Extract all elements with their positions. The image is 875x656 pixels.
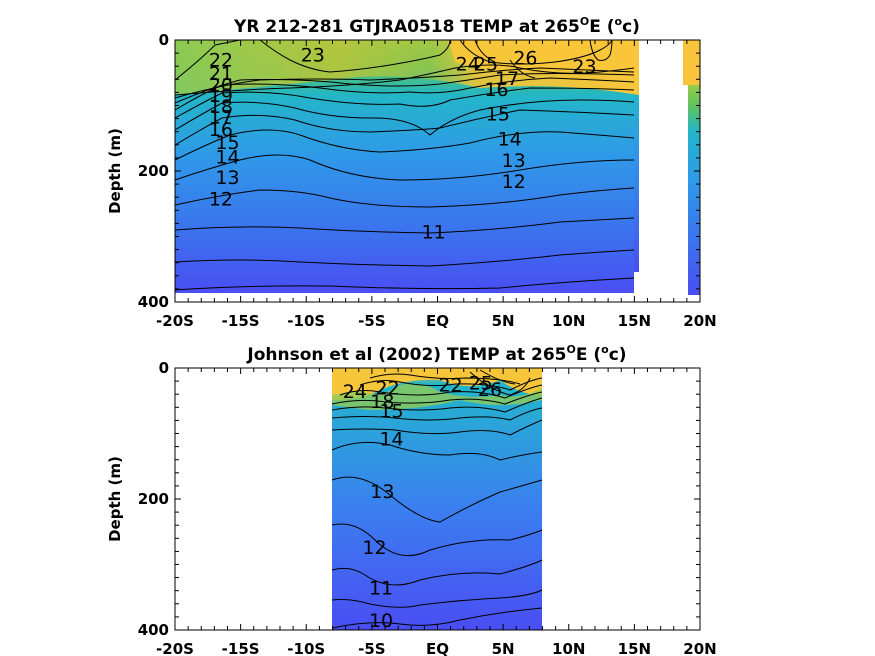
title-main: Johnson et al (2002) TEMP at 265 (246, 345, 566, 365)
y-tick-label: 200 (138, 490, 169, 508)
x-tick-label: -20S (156, 312, 194, 330)
contour-label: 20 (209, 75, 233, 97)
x-tick-label: 15N (618, 640, 651, 656)
contour-label: 12 (362, 537, 386, 559)
contour-label: 13 (215, 167, 239, 189)
contour-label: 26 (513, 48, 537, 70)
contour-label: 13 (370, 481, 394, 503)
x-tick-label: 15N (618, 312, 651, 330)
contour-lines (174, 39, 635, 291)
contour-labels: 22 23212019181716151413121112131415161726… (209, 44, 597, 243)
contour-label: 17 (495, 68, 519, 90)
y-tick-label: 400 (138, 621, 169, 639)
contour-label: 18 (370, 391, 394, 413)
contour-lines (331, 369, 543, 629)
x-tick-label: 5N (492, 640, 515, 656)
contour-label: 18 (209, 96, 233, 118)
y-axis-label: Depth (m) (106, 128, 124, 214)
x-tick-label: 20N (683, 312, 716, 330)
contour-label: 23 (301, 44, 325, 66)
contour-label: 15 (215, 132, 239, 154)
contour-label: 17 (209, 107, 233, 129)
contour-label: 19 (209, 85, 233, 107)
contour-label: 15 (379, 401, 403, 423)
contour-label: 22 (439, 374, 463, 396)
title-superscript-2: o (601, 343, 609, 356)
contour-label: 13 (502, 150, 526, 172)
title-superscript-2: o (615, 15, 623, 28)
title-superscript: O (567, 343, 576, 356)
contour-label: 22 (376, 378, 400, 400)
contour-label: 21 (209, 63, 233, 85)
contour-label: 23 (572, 56, 596, 78)
x-tick-label: -20S (156, 640, 194, 656)
y-axis: 0 200 400 (138, 359, 700, 639)
contour-label: 25 (474, 54, 498, 76)
chart-title: YR 212-281 GTJRA0518 TEMP at 265OE (oc) (233, 15, 640, 37)
contour-label: 24 (343, 381, 367, 403)
contour-label: 22 (209, 50, 233, 72)
contour-label: 10 (369, 610, 393, 632)
panel-johnson-temp: Johnson et al (2002) TEMP at 265OE (oc) … (106, 343, 717, 656)
contour-label: 16 (484, 79, 508, 101)
title-end: c) (609, 345, 627, 365)
x-tick-label: -5S (358, 640, 385, 656)
y-axis-label: Depth (m) (106, 456, 124, 542)
title-superscript: O (580, 15, 589, 28)
contour-label: 11 (369, 577, 393, 599)
x-tick-label: -10S (287, 640, 325, 656)
contour-label: 14 (215, 147, 239, 169)
x-tick-label: 20N (683, 640, 716, 656)
x-axis: -20S -15S -10S -5S EQ 5N 10N 15N 20N (156, 368, 717, 656)
chart-title: Johnson et al (2002) TEMP at 265OE (oc) (246, 343, 626, 365)
y-tick-label: 200 (138, 162, 169, 180)
contour-label: 11 (421, 221, 445, 243)
panel-model-temp: YR 212-281 GTJRA0518 TEMP at 265OE (oc) (106, 15, 717, 330)
contour-label: 12 (502, 171, 526, 193)
y-tick-label: 400 (138, 293, 169, 311)
filled-contours (175, 40, 700, 295)
title-main: YR 212-281 GTJRA0518 TEMP at 265 (233, 17, 580, 37)
x-tick-label: -5S (358, 312, 385, 330)
contour-label: 25 (469, 372, 493, 394)
x-tick-label: 10N (552, 640, 585, 656)
contour-label: 24 (456, 54, 480, 76)
contour-label: 16 (209, 119, 233, 141)
title-mid: E ( (576, 345, 601, 365)
contour-label: 14 (379, 429, 403, 451)
y-tick-label: 0 (159, 359, 169, 377)
contour-label: 14 (498, 128, 522, 150)
contour-label: 26 (478, 379, 502, 401)
y-tick-label: 0 (159, 31, 169, 49)
x-tick-label: EQ (426, 312, 449, 330)
contour-label: 15 (486, 103, 510, 125)
x-axis: -20S -15S -10S -5S EQ 5N 10N 15N 20N (156, 40, 717, 330)
contour-label: 12 (209, 189, 233, 211)
y-axis: 0 200 400 (138, 31, 700, 311)
x-tick-label: -15S (222, 312, 260, 330)
title-end: c) (622, 17, 640, 37)
x-tick-label: EQ (426, 640, 449, 656)
x-tick-label: 5N (492, 312, 515, 330)
x-tick-label: 10N (552, 312, 585, 330)
title-mid: E ( (589, 17, 614, 37)
x-tick-label: -15S (222, 640, 260, 656)
x-tick-label: -10S (287, 312, 325, 330)
